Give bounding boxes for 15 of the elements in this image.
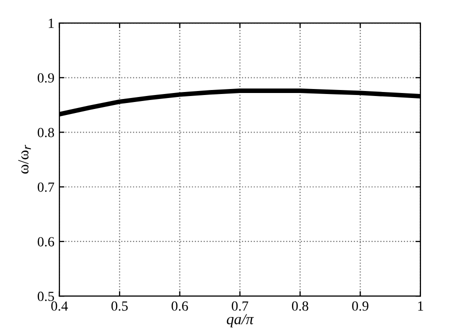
y-tick-label: 0.6	[38, 237, 54, 246]
y-tick-label: 0.7	[38, 182, 54, 192]
x-tick-label: 0.8	[292, 301, 308, 311]
y-tick-label: 0.5	[38, 292, 54, 302]
y-axis-title: ω/ω$_{r}$	[18, 144, 31, 174]
x-tick-label: 0.5	[111, 301, 128, 311]
x-tick-label: 1	[418, 301, 424, 311]
x-tick-label: 0.4	[51, 301, 68, 311]
y-tick-label: 0.9	[38, 73, 54, 83]
x-tick-label: 0.9	[352, 301, 368, 311]
x-tick-label: 0.7	[232, 301, 248, 311]
y-tick-label: 0.8	[38, 128, 54, 138]
y-tick-label: 1	[48, 18, 54, 28]
x-tick-label: 0.6	[172, 301, 188, 311]
x-axis-title: qa/π	[226, 314, 254, 328]
